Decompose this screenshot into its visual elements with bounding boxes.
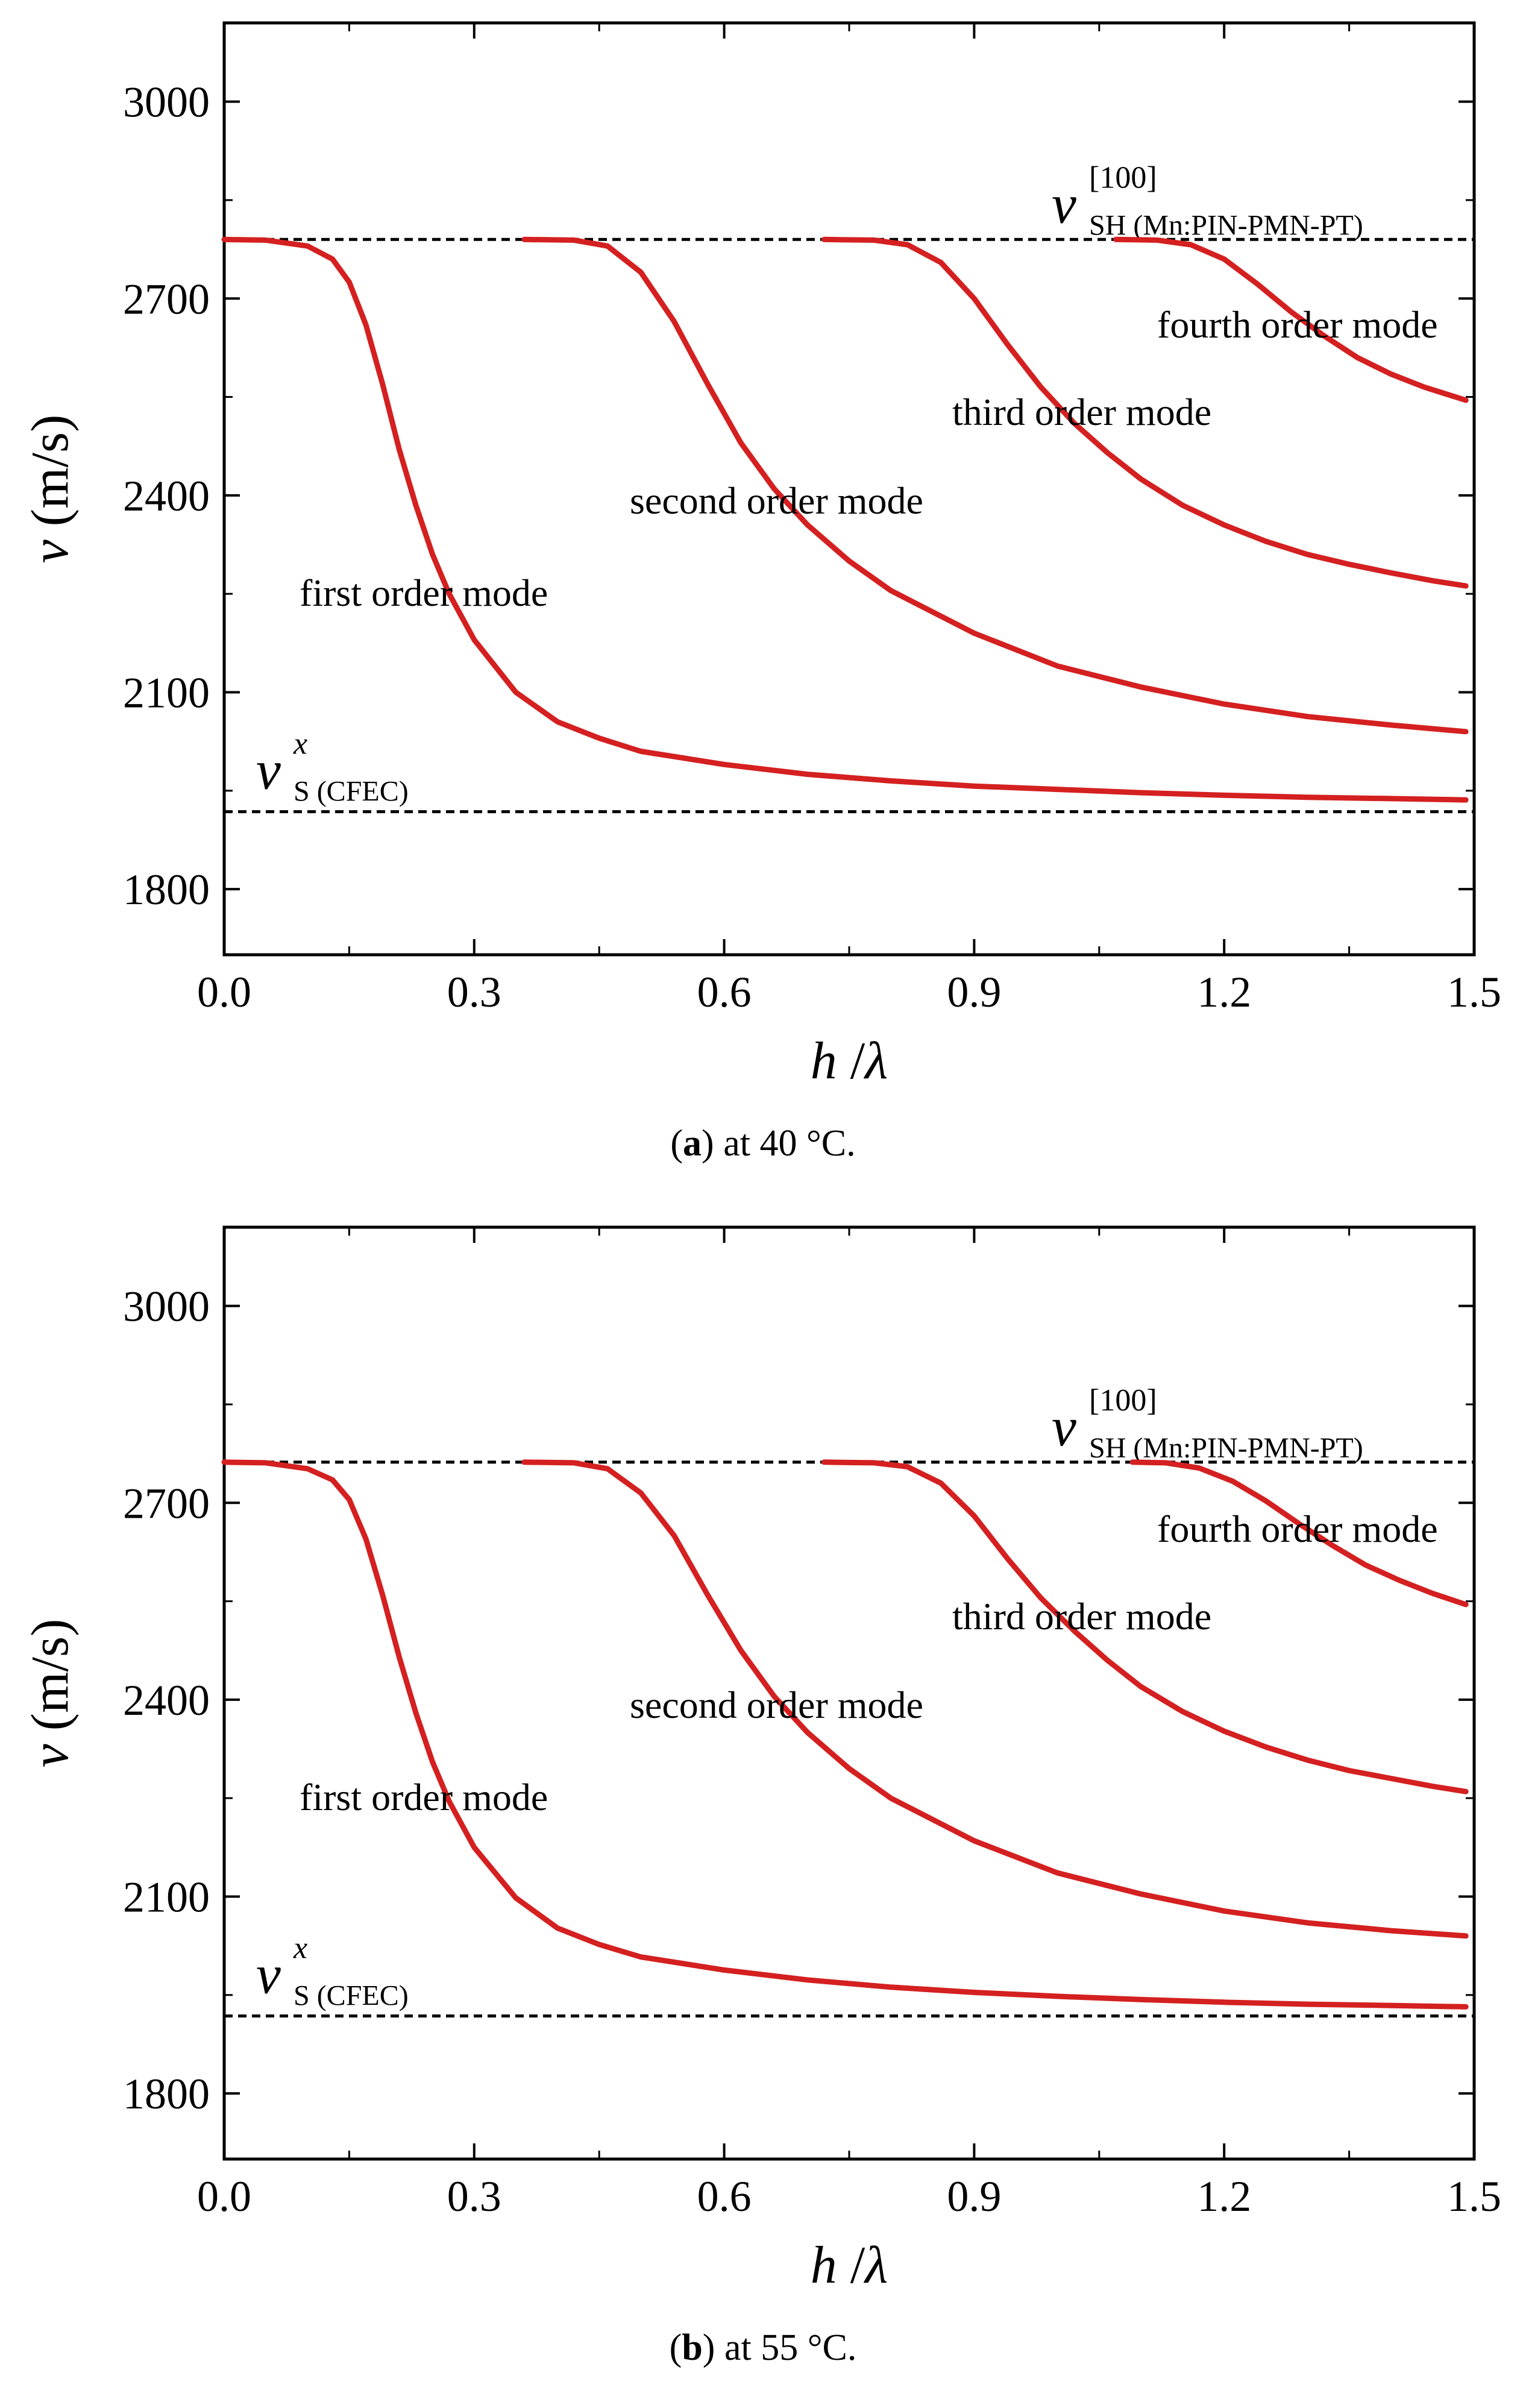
y-axis-label: v (m/s) [21,1619,80,1768]
reference-label-var: v [256,740,281,801]
series-line-1 [221,236,1469,803]
x-tick-label: 0.0 [197,968,251,1016]
y-tick-label: 2100 [123,669,210,717]
reference-label-sub: SH (Mn:PIN-PMN-PT) [1089,1432,1363,1464]
reference-label-sup: x [293,727,307,761]
chart-b-plot: 0.0 0.3 0.6 0.9 1.2 1.5 1800 2100 2400 2700 3000 h … [21,1225,1501,2295]
series-line-1 [221,1459,1469,2010]
chart-panel-b: 0.0 0.3 0.6 0.9 1.2 1.5 1800 2100 2400 2700 3000 h … [0,1204,1526,2408]
series-line-3 [821,1459,1469,1794]
reference-label-sub: SH (Mn:PIN-PMN-PT) [1089,209,1363,241]
curve-annotation: second order mode [630,479,923,522]
x-axis-label-var: h [811,1032,837,1090]
x-axis-label-greek: λ [863,2236,888,2295]
x-tick-label: 0.3 [447,968,501,1016]
series-line-2 [521,236,1469,735]
x-axis-label: h /λ [811,1032,888,1090]
y-axis-label-var: v [21,1743,80,1767]
reference-label-sup: [100] [1089,1383,1157,1418]
x-tick-label: 0.0 [197,2172,251,2221]
y-axis-label-unit: (m/s) [21,415,80,540]
series-line-2 [521,1459,1469,1939]
x-tick-label: 1.2 [1197,2172,1251,2221]
x-tick-label: 1.5 [1447,968,1501,1016]
x-axis-label-sep: / [837,2236,865,2295]
series-line-4 [1129,1459,1469,1608]
x-tick-label: 0.6 [697,968,752,1016]
y-axis-label-unit: (m/s) [21,1619,80,1744]
reference-label-sup: x [293,1931,307,1966]
x-tick-label: 0.9 [947,968,1001,1016]
x-axis-label-sep: / [837,1032,865,1090]
x-axis-label-var: h [811,2236,837,2295]
chart-panel-a: 0.0 0.3 0.6 0.9 1.2 1.5 1800 2100 2400 2700 3000 h … [0,21,1526,1165]
caption-a-letter: a [683,1123,702,1164]
curve-annotation: second order mode [630,1683,923,1726]
x-axis-label-greek: λ [863,1032,888,1090]
y-tick-label: 3000 [123,1283,210,1331]
reference-label-sub: S (CFEC) [294,776,409,808]
y-tick-label: 1800 [123,2070,210,2118]
y-tick-label: 2400 [123,472,210,520]
caption-b-letter: b [682,2327,703,2368]
caption-a-open: ( [670,1123,683,1164]
y-tick-label: 1800 [123,866,210,914]
y-tick-label: 2400 [123,1676,210,1724]
caption-a-text: ) at 40 °C. [702,1123,856,1164]
x-tick-label: 0.3 [447,2172,501,2221]
curve-annotation: third order mode [952,391,1211,433]
reference-label-var: v [256,1944,281,2005]
curve-annotation: fourth order mode [1157,1507,1438,1550]
x-tick-label: 1.5 [1447,2172,1501,2221]
reference-label-sub: S (CFEC) [294,1980,409,2012]
caption-b-open: ( [669,2327,682,2368]
y-tick-label: 2700 [123,275,210,323]
caption-b-text: ) at 55 °C. [702,2327,857,2368]
y-axis-label-var: v [21,539,80,563]
x-tick-label: 0.9 [947,2172,1001,2221]
reference-label-sup: [100] [1089,160,1157,195]
x-tick-label: 0.6 [697,2172,752,2221]
curve-annotation: first order mode [300,1776,548,1819]
chart-a-plot: 0.0 0.3 0.6 0.9 1.2 1.5 1800 2100 2400 2700 3000 h … [21,21,1501,1090]
series-line-3 [821,236,1469,589]
curve-annotation: third order mode [952,1595,1211,1638]
reference-label-var: v [1052,1396,1076,1457]
curve-annotation: first order mode [300,571,548,614]
y-tick-label: 2700 [123,1479,210,1527]
x-tick-label: 1.2 [1197,968,1251,1016]
reference-label-var: v [1052,173,1076,234]
curve-annotation: fourth order mode [1157,303,1438,346]
caption-a: (a) at 40 °C. [0,1122,1526,1165]
y-tick-label: 2100 [123,1873,210,1922]
x-axis-label: h /λ [811,2236,888,2295]
y-axis-label: v (m/s) [21,415,80,564]
caption-b: (b) at 55 °C. [0,2327,1526,2369]
series-line-4 [1113,236,1469,403]
y-tick-label: 3000 [123,78,210,127]
